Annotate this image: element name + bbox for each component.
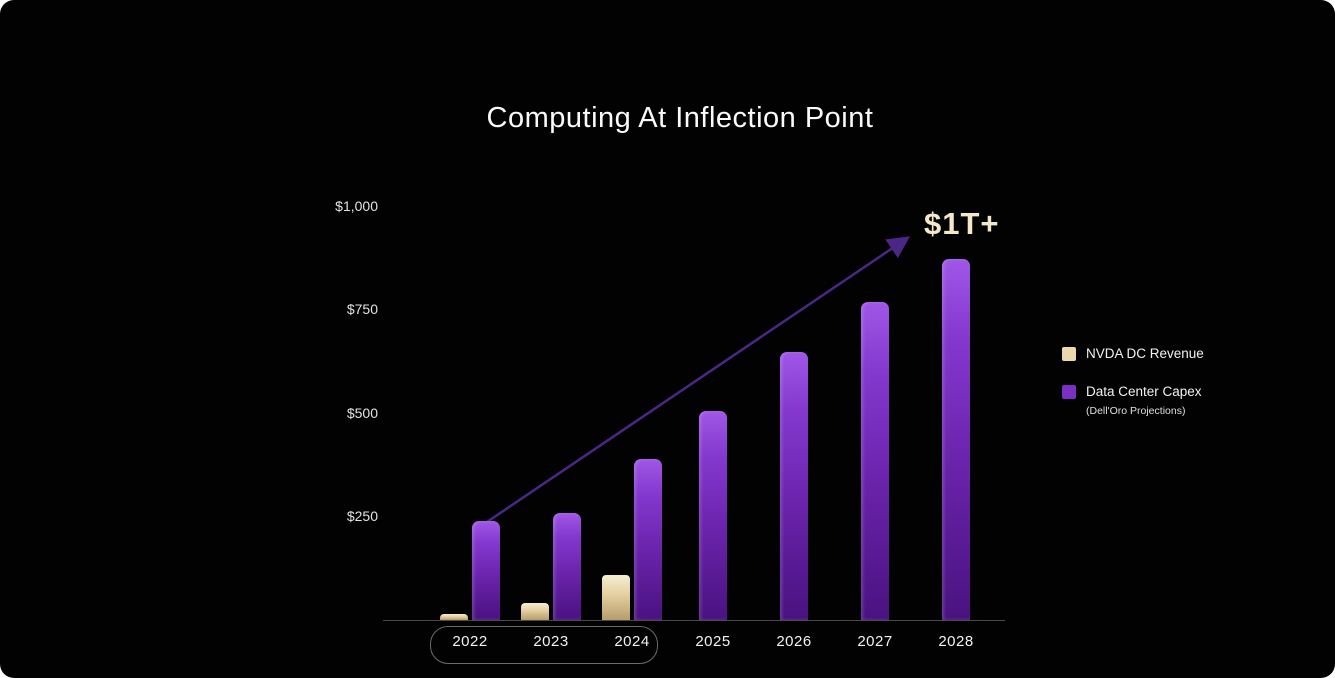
capex-bar-2028	[942, 258, 970, 620]
legend-item-capex: Data Center Capex (Dell'Oro Projections)	[1062, 384, 1204, 419]
x-axis-line	[383, 620, 1005, 621]
capex-bar-2026	[780, 351, 808, 620]
one-trillion-annotation: $1T+	[924, 206, 1000, 241]
nvda-bar-2024	[602, 574, 630, 620]
legend-label-nvda: NVDA DC Revenue	[1086, 346, 1204, 361]
x-axis-label-2028: 2028	[938, 633, 974, 650]
x-axis-label-2027: 2027	[857, 633, 893, 650]
y-axis-tick-1000: $1,000	[335, 198, 378, 214]
nvda-bar-2023	[521, 602, 549, 620]
capex-bar-2025	[699, 411, 727, 620]
legend: NVDA DC Revenue Data Center Capex (Dell'…	[1062, 346, 1204, 441]
historical-years-highlight-box	[430, 626, 658, 664]
y-axis-tick-500: $500	[346, 404, 378, 421]
capex-bar-2027	[861, 301, 889, 620]
legend-sublabel-capex: (Dell'Oro Projections)	[1086, 405, 1186, 417]
x-axis-label-2025: 2025	[695, 633, 731, 650]
legend-label-capex: Data Center Capex (Dell'Oro Projections)	[1086, 384, 1202, 417]
nvda-bar-2022	[440, 613, 468, 620]
y-axis-tick-750: $750	[346, 301, 378, 318]
capex-bar-2023	[553, 512, 581, 620]
nvda-swatch-icon	[1062, 347, 1076, 361]
chart-title: Computing At Inflection Point	[486, 102, 874, 134]
x-axis-label-2026: 2026	[776, 633, 812, 650]
capex-swatch-icon	[1062, 385, 1076, 399]
y-axis-tick-250: $250	[346, 507, 378, 524]
legend-item-nvda: NVDA DC Revenue	[1062, 346, 1204, 362]
capex-bar-2024	[634, 458, 662, 620]
x-axis-label-2022: 2022	[452, 633, 488, 650]
x-axis-label-2023: 2023	[533, 633, 569, 650]
capex-bar-2022	[472, 520, 500, 620]
